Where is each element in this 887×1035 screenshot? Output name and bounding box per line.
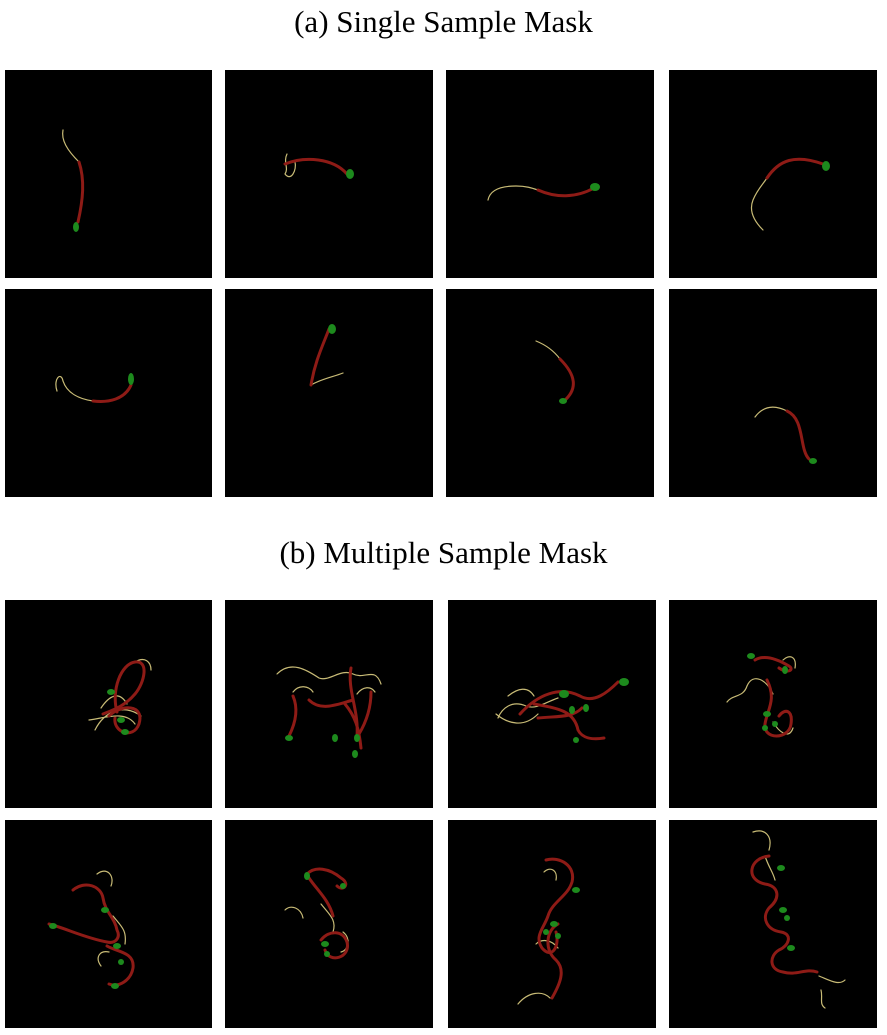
mask-image-single-3 (446, 70, 654, 278)
mask-image-single-5 (5, 289, 212, 497)
mask-image-multiple-5 (5, 820, 212, 1028)
mask-image-single-7 (446, 289, 654, 497)
mask-image-single-1 (5, 70, 212, 278)
mask-image-single-6 (225, 289, 433, 497)
mask-image-multiple-1 (5, 600, 212, 808)
mask-image-multiple-8 (669, 820, 877, 1028)
mask-image-multiple-6 (225, 820, 433, 1028)
mask-image-single-8 (669, 289, 877, 497)
mask-image-single-2 (225, 70, 433, 278)
mask-image-single-4 (669, 70, 877, 278)
mask-image-multiple-3 (448, 600, 656, 808)
section-title-multiple-sample-mask: (b) Multiple Sample Mask (279, 535, 608, 570)
mask-image-multiple-4 (669, 600, 877, 808)
section-title-single-sample-mask: (a) Single Sample Mask (294, 4, 593, 39)
mask-image-multiple-2 (225, 600, 433, 808)
mask-image-multiple-7 (448, 820, 656, 1028)
